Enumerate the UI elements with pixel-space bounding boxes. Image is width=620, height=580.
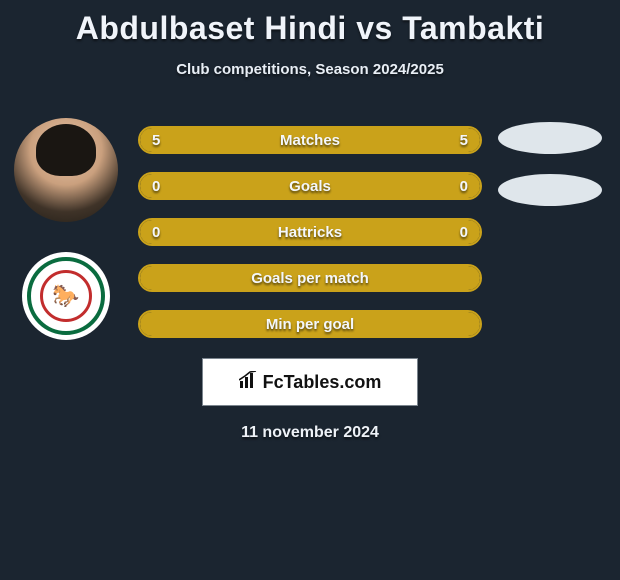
brand-box: FcTables.com: [202, 358, 418, 406]
stat-label: Min per goal: [266, 316, 354, 333]
brand-text: FcTables.com: [263, 372, 382, 393]
player-photo-left: [14, 118, 118, 222]
stat-label: Goals per match: [251, 270, 369, 287]
stat-value-left: 5: [152, 132, 160, 149]
stat-value-right: 0: [460, 224, 468, 241]
club-badge-left: 🐎: [22, 252, 110, 340]
stat-row-goals-per-match: Goals per match: [138, 264, 482, 292]
player-photo-right-placeholder: [498, 122, 602, 154]
date-text: 11 november 2024: [0, 424, 620, 442]
stat-row-goals: 0 Goals 0: [138, 172, 482, 200]
page-subtitle: Club competitions, Season 2024/2025: [0, 61, 620, 78]
stat-row-matches: 5 Matches 5: [138, 126, 482, 154]
stat-row-hattricks: 0 Hattricks 0: [138, 218, 482, 246]
page-title: Abdulbaset Hindi vs Tambakti: [0, 0, 620, 47]
stat-value-right: 5: [460, 132, 468, 149]
right-player-column: [490, 122, 610, 226]
stat-value-left: 0: [152, 178, 160, 195]
stat-value-right: 0: [460, 178, 468, 195]
club-badge-ring: 🐎: [27, 257, 105, 335]
stat-label: Goals: [289, 178, 331, 195]
club-badge-core: 🐎: [40, 270, 92, 322]
stat-label: Hattricks: [278, 224, 342, 241]
chart-icon: [239, 371, 259, 394]
stat-value-left: 0: [152, 224, 160, 241]
club-badge-right-placeholder: [498, 174, 602, 206]
stat-row-min-per-goal: Min per goal: [138, 310, 482, 338]
left-player-column: 🐎: [6, 118, 126, 340]
stat-rows: 5 Matches 5 0 Goals 0 0 Hattricks 0 Goals per mat…: [138, 126, 482, 356]
stat-label: Matches: [280, 132, 340, 149]
